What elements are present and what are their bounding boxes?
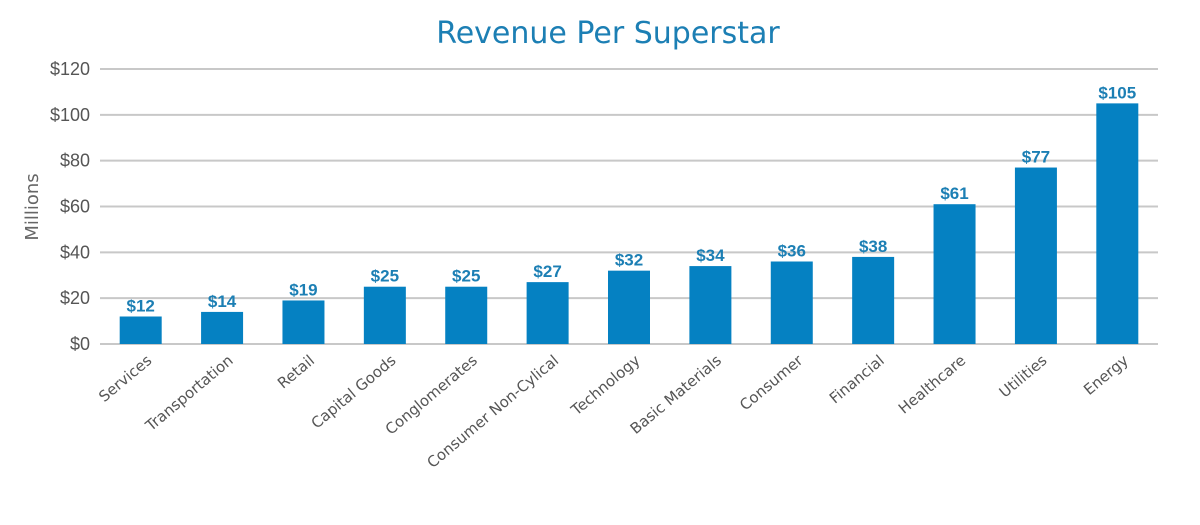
y-tick-label: $80 (60, 151, 90, 171)
data-label: $61 (940, 184, 968, 203)
data-label: $25 (371, 267, 399, 286)
x-tick-label: Energy (1080, 351, 1132, 399)
x-tick-label: Utilities (996, 351, 1051, 401)
y-tick-label: $120 (50, 59, 90, 79)
x-tick-label: Consumer (736, 351, 807, 414)
x-tick-label: Consumer Non-Cylical (424, 351, 563, 471)
bar-capital-goods (363, 286, 406, 344)
y-tick-label: $40 (60, 242, 90, 262)
data-labels: $12 $14 $19 $25 $25 $27 $32 $34 $36 $38 $61 $77 $105 (127, 83, 1137, 315)
bar-utilities (1014, 167, 1057, 344)
y-tick-label: $20 (60, 288, 90, 308)
data-label: $77 (1022, 148, 1050, 167)
data-label: $25 (452, 267, 480, 286)
x-tick-label: Healthcare (895, 351, 969, 417)
bar-transportation (201, 311, 244, 344)
bar-financial (852, 256, 895, 344)
x-tick-label: Financial (826, 351, 888, 407)
data-label: $36 (778, 242, 806, 261)
x-tick-label: Technology (567, 351, 644, 420)
bars (119, 103, 1139, 344)
bar-healthcare (933, 204, 976, 344)
bar-services (119, 316, 162, 344)
y-tick-label: $100 (50, 105, 90, 125)
data-label: $38 (859, 237, 887, 256)
y-tick-label: $60 (60, 197, 90, 217)
bar-technology (608, 270, 650, 344)
bar-consumer-non-cylical (526, 282, 569, 344)
y-axis-ticks: $0 $20 $40 $60 $80 $100 $120 (50, 59, 90, 354)
data-label: $32 (615, 251, 643, 270)
data-label: $14 (208, 292, 237, 311)
x-tick-label: Services (95, 351, 155, 406)
bar-energy (1096, 103, 1139, 344)
bar-retail (282, 300, 325, 344)
gridlines (100, 68, 1158, 345)
y-axis-label: Millions (22, 173, 43, 240)
data-label: $27 (533, 262, 561, 281)
x-tick-label: Transportation (141, 351, 236, 435)
y-tick-label: $0 (70, 334, 90, 354)
x-tick-label: Retail (274, 351, 318, 392)
bar-consumer (770, 261, 813, 344)
chart-title: Revenue Per Superstar (436, 16, 780, 51)
bar-basic-materials (689, 266, 732, 344)
data-label: $19 (289, 280, 317, 299)
data-label: $105 (1098, 83, 1136, 102)
data-label: $12 (127, 297, 155, 316)
bar-conglomerates (445, 286, 488, 344)
data-label: $34 (696, 246, 725, 265)
